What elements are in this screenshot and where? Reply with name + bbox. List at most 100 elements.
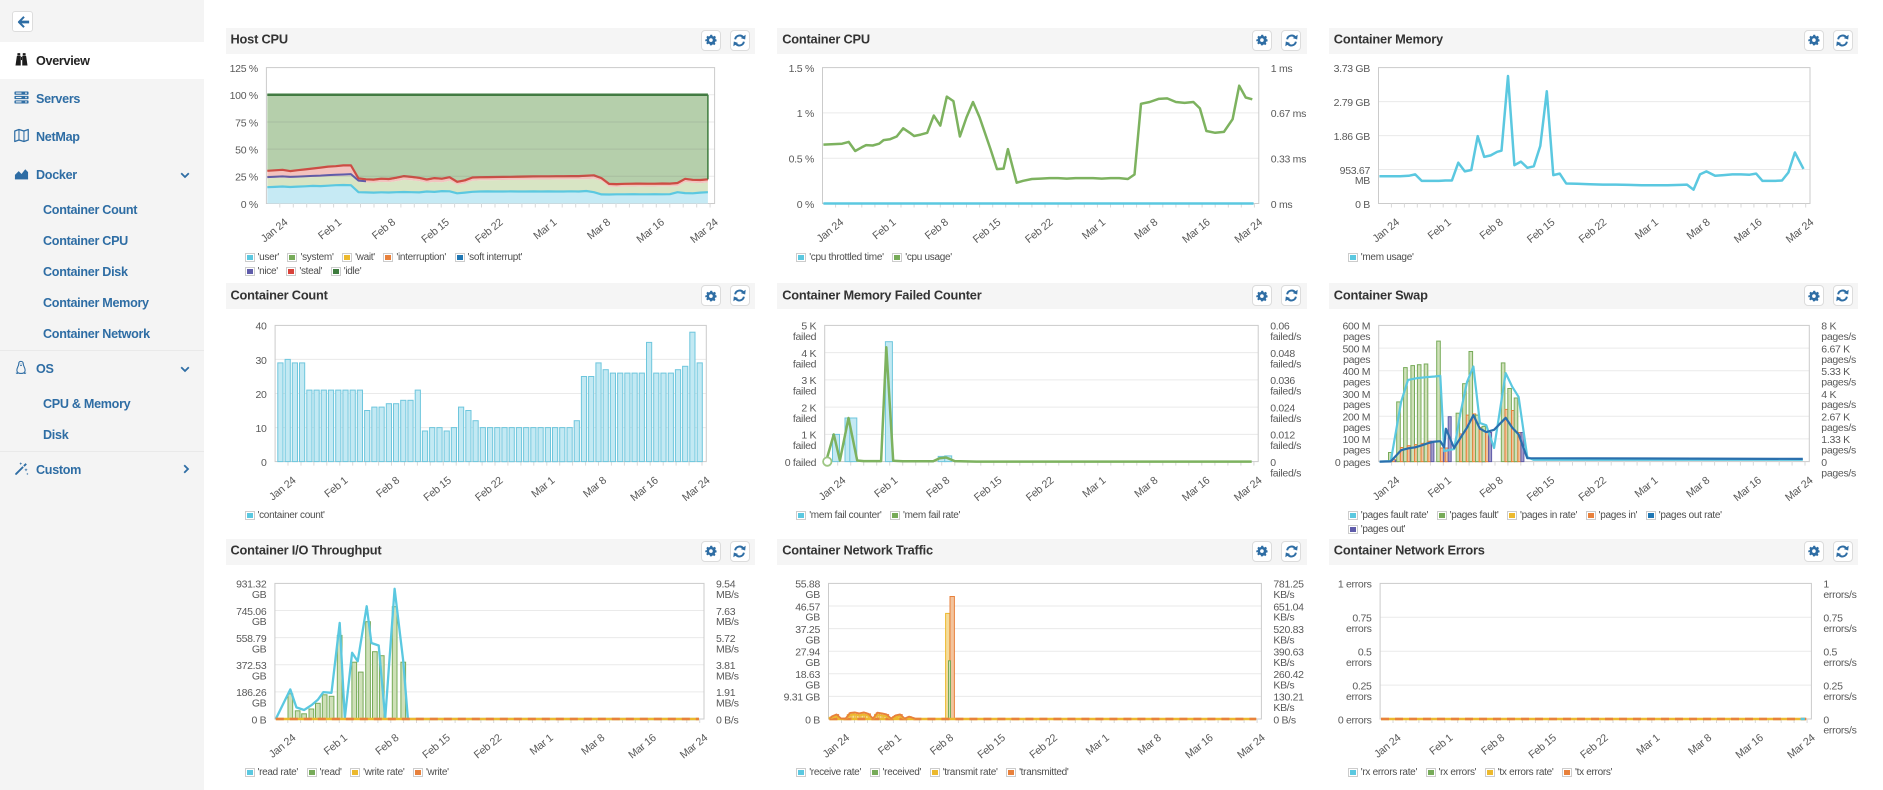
svg-text:20: 20 <box>256 389 268 401</box>
svg-text:Feb 8: Feb 8 <box>924 474 952 500</box>
svg-text:Feb 15: Feb 15 <box>1526 732 1559 762</box>
svg-text:Mar 8: Mar 8 <box>585 216 613 242</box>
svg-text:Mar 16: Mar 16 <box>1733 732 1765 762</box>
svg-text:Mar 24: Mar 24 <box>1233 216 1265 246</box>
svg-text:Feb 15: Feb 15 <box>972 474 1005 504</box>
svg-text:0 B/s: 0 B/s <box>716 714 738 726</box>
svg-text:KB/s: KB/s <box>1273 680 1294 692</box>
svg-text:Mar 8: Mar 8 <box>579 732 607 758</box>
svg-text:errors/s: errors/s <box>1823 725 1856 737</box>
svg-text:Mar 1: Mar 1 <box>1080 474 1108 500</box>
svg-text:1.91: 1.91 <box>716 687 736 699</box>
svg-text:errors: errors <box>1346 623 1372 635</box>
svg-text:5.33 K: 5.33 K <box>1821 366 1850 378</box>
svg-text:Jan 24: Jan 24 <box>821 732 853 761</box>
svg-text:KB/s: KB/s <box>1273 612 1294 624</box>
svg-text:Mar 24: Mar 24 <box>1784 216 1816 246</box>
svg-text:Feb 22: Feb 22 <box>1027 732 1060 762</box>
svg-text:GB: GB <box>252 643 267 655</box>
svg-text:745.06: 745.06 <box>236 606 267 618</box>
svg-text:520.83: 520.83 <box>1273 624 1304 636</box>
svg-text:Feb 1: Feb 1 <box>876 732 904 758</box>
svg-text:0 B: 0 B <box>805 714 820 726</box>
svg-text:Mar 8: Mar 8 <box>1136 732 1164 758</box>
svg-text:Feb 8: Feb 8 <box>373 732 401 758</box>
svg-text:46.57: 46.57 <box>795 601 820 613</box>
svg-text:MB/s: MB/s <box>716 643 739 655</box>
svg-text:Mar 8: Mar 8 <box>1132 216 1160 242</box>
svg-text:Jan 24: Jan 24 <box>1372 732 1404 761</box>
svg-text:pages: pages <box>1343 377 1370 389</box>
svg-text:260.42: 260.42 <box>1273 669 1304 681</box>
svg-text:MB/s: MB/s <box>716 589 739 601</box>
svg-text:Mar 16: Mar 16 <box>1731 474 1763 504</box>
svg-text:failed: failed <box>793 331 817 343</box>
svg-text:Feb 22: Feb 22 <box>472 732 505 762</box>
svg-text:2.67 K: 2.67 K <box>1821 412 1850 424</box>
svg-text:pages/s: pages/s <box>1821 354 1856 366</box>
svg-text:1.33 K: 1.33 K <box>1821 434 1850 446</box>
svg-text:failed: failed <box>793 413 817 425</box>
svg-text:KB/s: KB/s <box>1273 702 1294 714</box>
svg-text:18.63: 18.63 <box>795 669 820 681</box>
svg-text:0.25: 0.25 <box>1352 680 1372 692</box>
svg-text:27.94: 27.94 <box>795 647 820 659</box>
svg-text:Feb 22: Feb 22 <box>1577 216 1610 246</box>
svg-text:failed/s: failed/s <box>1270 386 1301 398</box>
svg-text:100 M: 100 M <box>1343 434 1371 446</box>
svg-text:GB: GB <box>252 698 267 710</box>
svg-text:Feb 1: Feb 1 <box>1426 474 1454 500</box>
svg-text:Feb 8: Feb 8 <box>1478 216 1506 242</box>
svg-text:0 ms: 0 ms <box>1271 199 1293 211</box>
svg-text:Feb 1: Feb 1 <box>870 216 898 242</box>
svg-text:Mar 8: Mar 8 <box>1132 474 1160 500</box>
svg-text:GB: GB <box>805 634 820 646</box>
svg-text:pages/s: pages/s <box>1821 445 1856 457</box>
svg-text:1.86 GB: 1.86 GB <box>1334 131 1371 143</box>
svg-text:Mar 24: Mar 24 <box>688 216 720 246</box>
svg-text:0.5: 0.5 <box>1823 647 1837 659</box>
svg-text:Feb 22: Feb 22 <box>1578 732 1611 762</box>
svg-text:7.63: 7.63 <box>716 606 736 618</box>
svg-text:Mar 24: Mar 24 <box>678 732 710 762</box>
svg-text:Feb 8: Feb 8 <box>1478 474 1506 500</box>
svg-text:372.53: 372.53 <box>236 660 267 672</box>
svg-text:186.26: 186.26 <box>236 687 267 699</box>
svg-text:failed/s: failed/s <box>1270 413 1301 425</box>
svg-text:0.048: 0.048 <box>1270 348 1295 360</box>
svg-text:failed: failed <box>793 440 817 452</box>
svg-text:Feb 15: Feb 15 <box>421 474 454 504</box>
svg-text:pages/s: pages/s <box>1821 467 1856 479</box>
svg-text:pages: pages <box>1343 399 1370 411</box>
svg-text:0: 0 <box>1821 457 1827 469</box>
svg-text:Mar 24: Mar 24 <box>1232 474 1264 504</box>
svg-text:Mar 1: Mar 1 <box>1084 732 1112 758</box>
svg-text:37.25: 37.25 <box>795 624 820 636</box>
svg-text:failed/s: failed/s <box>1270 331 1301 343</box>
svg-text:130.21: 130.21 <box>1273 692 1304 704</box>
svg-text:errors: errors <box>1346 691 1372 703</box>
svg-text:Mar 8: Mar 8 <box>581 474 609 500</box>
svg-text:pages/s: pages/s <box>1821 422 1856 434</box>
svg-text:Mar 1: Mar 1 <box>528 732 556 758</box>
svg-text:Feb 22: Feb 22 <box>1576 474 1609 504</box>
svg-text:1: 1 <box>1823 579 1829 591</box>
svg-text:Feb 15: Feb 15 <box>420 732 453 762</box>
svg-text:4 K: 4 K <box>801 348 816 360</box>
svg-text:Mar 1: Mar 1 <box>1080 216 1108 242</box>
svg-text:500 M: 500 M <box>1343 343 1371 355</box>
svg-text:Jan 24: Jan 24 <box>1371 474 1403 503</box>
svg-text:pages: pages <box>1343 354 1370 366</box>
svg-text:651.04: 651.04 <box>1273 601 1304 613</box>
svg-text:75 %: 75 % <box>235 117 258 129</box>
svg-text:Feb 1: Feb 1 <box>1427 732 1455 758</box>
svg-text:Feb 15: Feb 15 <box>1525 474 1558 504</box>
svg-text:Mar 1: Mar 1 <box>1634 732 1662 758</box>
svg-text:0 failed: 0 failed <box>785 457 817 469</box>
svg-text:0.75: 0.75 <box>1352 613 1372 625</box>
svg-text:Feb 8: Feb 8 <box>374 474 402 500</box>
svg-text:Feb 22: Feb 22 <box>473 474 506 504</box>
svg-text:Jan 24: Jan 24 <box>817 474 849 503</box>
svg-text:1 %: 1 % <box>797 108 814 120</box>
svg-text:2.79 GB: 2.79 GB <box>1334 97 1371 109</box>
